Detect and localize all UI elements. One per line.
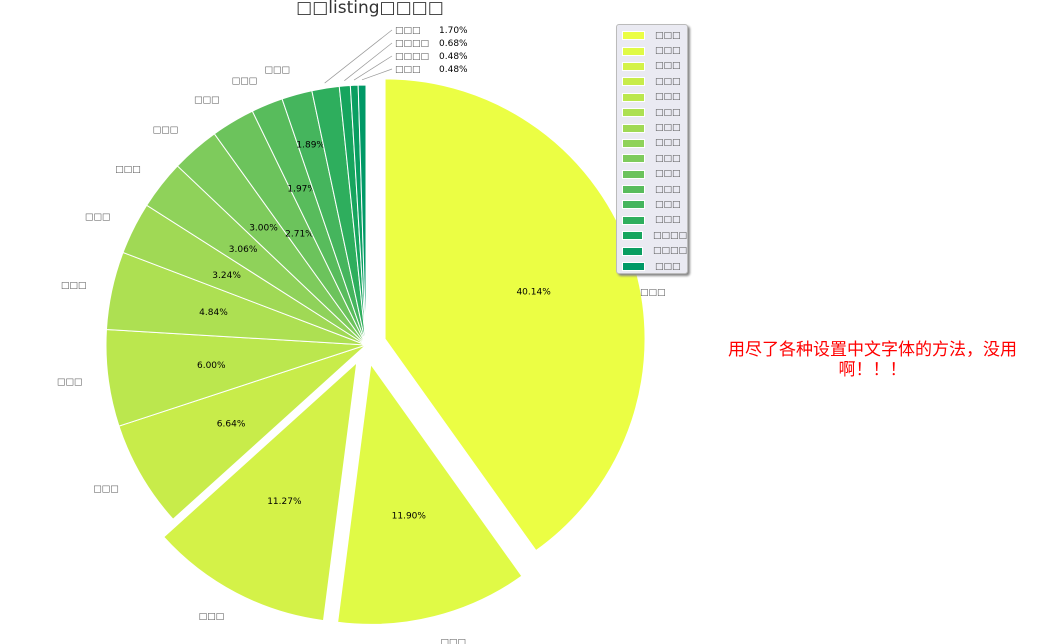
legend-swatch (622, 123, 645, 133)
legend-item: □□□□ (622, 243, 687, 258)
legend-label: □□□ (655, 123, 681, 134)
slice-label: □□□ (57, 378, 83, 388)
pct-label: 3.24% (212, 271, 241, 281)
pie-slice (118, 344, 367, 520)
legend-item: □□□ (622, 213, 687, 228)
pct-label: 0.48% (439, 65, 468, 75)
legend-swatch (622, 31, 645, 41)
slice-label: □□□ (61, 281, 87, 291)
legend-swatch (622, 108, 645, 118)
leader-line (324, 29, 393, 84)
legend-label: □□□ (655, 169, 681, 180)
legend-swatch (622, 154, 645, 164)
legend-label: □□□ (655, 92, 681, 103)
leader-line (353, 55, 393, 81)
legend-item: □□□ (622, 74, 687, 89)
pct-label: 0.68% (439, 39, 468, 49)
legend-label: □□□□ (652, 246, 687, 257)
legend-swatch (622, 185, 645, 195)
slice-label: □□□ (199, 612, 225, 622)
legend-swatch (622, 231, 643, 241)
legend-swatch (622, 138, 645, 148)
pct-label: 1.89% (296, 140, 325, 150)
legend-swatch (622, 169, 645, 179)
leader-line (361, 68, 393, 81)
legend-item: □□□ (622, 167, 687, 182)
slice-label: □□□ (264, 65, 290, 75)
slice-label: □□□ (153, 125, 179, 135)
pct-label: 1.70% (439, 26, 468, 36)
legend-item: □□□ (622, 105, 687, 120)
legend-item: □□□ (622, 120, 687, 135)
legend-swatch (622, 61, 645, 71)
slice-label: □□□□ (395, 52, 429, 62)
pie-slice (337, 363, 523, 625)
legend-item: □□□ (622, 28, 687, 43)
slice-label: □□□ (115, 165, 141, 175)
legend-item: □□□ (622, 182, 687, 197)
legend-item: □□□ (622, 59, 687, 74)
legend-label: □□□ (655, 61, 681, 72)
pct-label: 6.64% (217, 419, 246, 429)
legend-item: □□□ (622, 259, 687, 274)
pct-label: 2.71% (285, 229, 314, 239)
legend-label: □□□ (655, 107, 681, 118)
slice-label: □□□ (440, 638, 466, 644)
legend-swatch (622, 46, 645, 56)
pct-label: 4.84% (199, 308, 228, 318)
legend: □□□ □□□ □□□ □□□ □□□ □□□ □□□ □□□ □□□ □□□ □□□ □□□ □□□ □… (616, 24, 688, 274)
pct-label: 0.48% (439, 52, 468, 62)
pct-label: 1.97% (287, 185, 316, 195)
annotation-text: 用尽了各种设置中文字体的方法，没用啊！！！ (728, 340, 1017, 380)
slice-label: □□□ (85, 213, 111, 223)
pct-label: 3.06% (229, 245, 258, 255)
slice-label: □□□ (194, 95, 220, 105)
legend-swatch (622, 77, 645, 87)
legend-item: □□□ (622, 43, 687, 58)
pct-label: 6.00% (197, 361, 226, 371)
legend-label: □□□ (655, 261, 681, 272)
legend-swatch (622, 262, 645, 272)
legend-label: □□□ (655, 215, 681, 226)
pct-label: 40.14% (516, 287, 551, 297)
legend-swatch (622, 246, 643, 256)
slice-label: □□□ (232, 77, 258, 87)
legend-item: □□□ (622, 151, 687, 166)
pie-slice (357, 84, 367, 346)
pie-slice (163, 361, 358, 622)
legend-swatch (622, 92, 645, 102)
legend-swatch (622, 215, 645, 225)
legend-label: □□□ (655, 76, 681, 87)
slice-label: □□□ (93, 485, 119, 495)
pct-label: 3.00% (249, 223, 278, 233)
slice-label: □□□ (395, 65, 421, 75)
slice-label: □□□□ (395, 39, 429, 49)
legend-swatch (622, 200, 645, 210)
legend-label: □□□ (655, 199, 681, 210)
legend-label: □□□ (655, 46, 681, 57)
pct-label: 11.27% (267, 497, 302, 507)
legend-label: □□□□ (652, 230, 687, 241)
pct-label: 11.90% (392, 512, 427, 522)
legend-label: □□□ (655, 184, 681, 195)
slice-label: □□□ (640, 288, 666, 298)
slice-label: □□□ (395, 26, 421, 36)
chart-title: □□listing□□□□ (296, 0, 444, 18)
legend-item: □□□ (622, 90, 687, 105)
legend-label: □□□ (655, 138, 681, 149)
legend-item: □□□ (622, 136, 687, 151)
legend-item: □□□ (622, 197, 687, 212)
legend-label: □□□ (655, 30, 681, 41)
leader-line (344, 42, 393, 81)
legend-item: □□□□ (622, 228, 687, 243)
legend-label: □□□ (655, 153, 681, 164)
